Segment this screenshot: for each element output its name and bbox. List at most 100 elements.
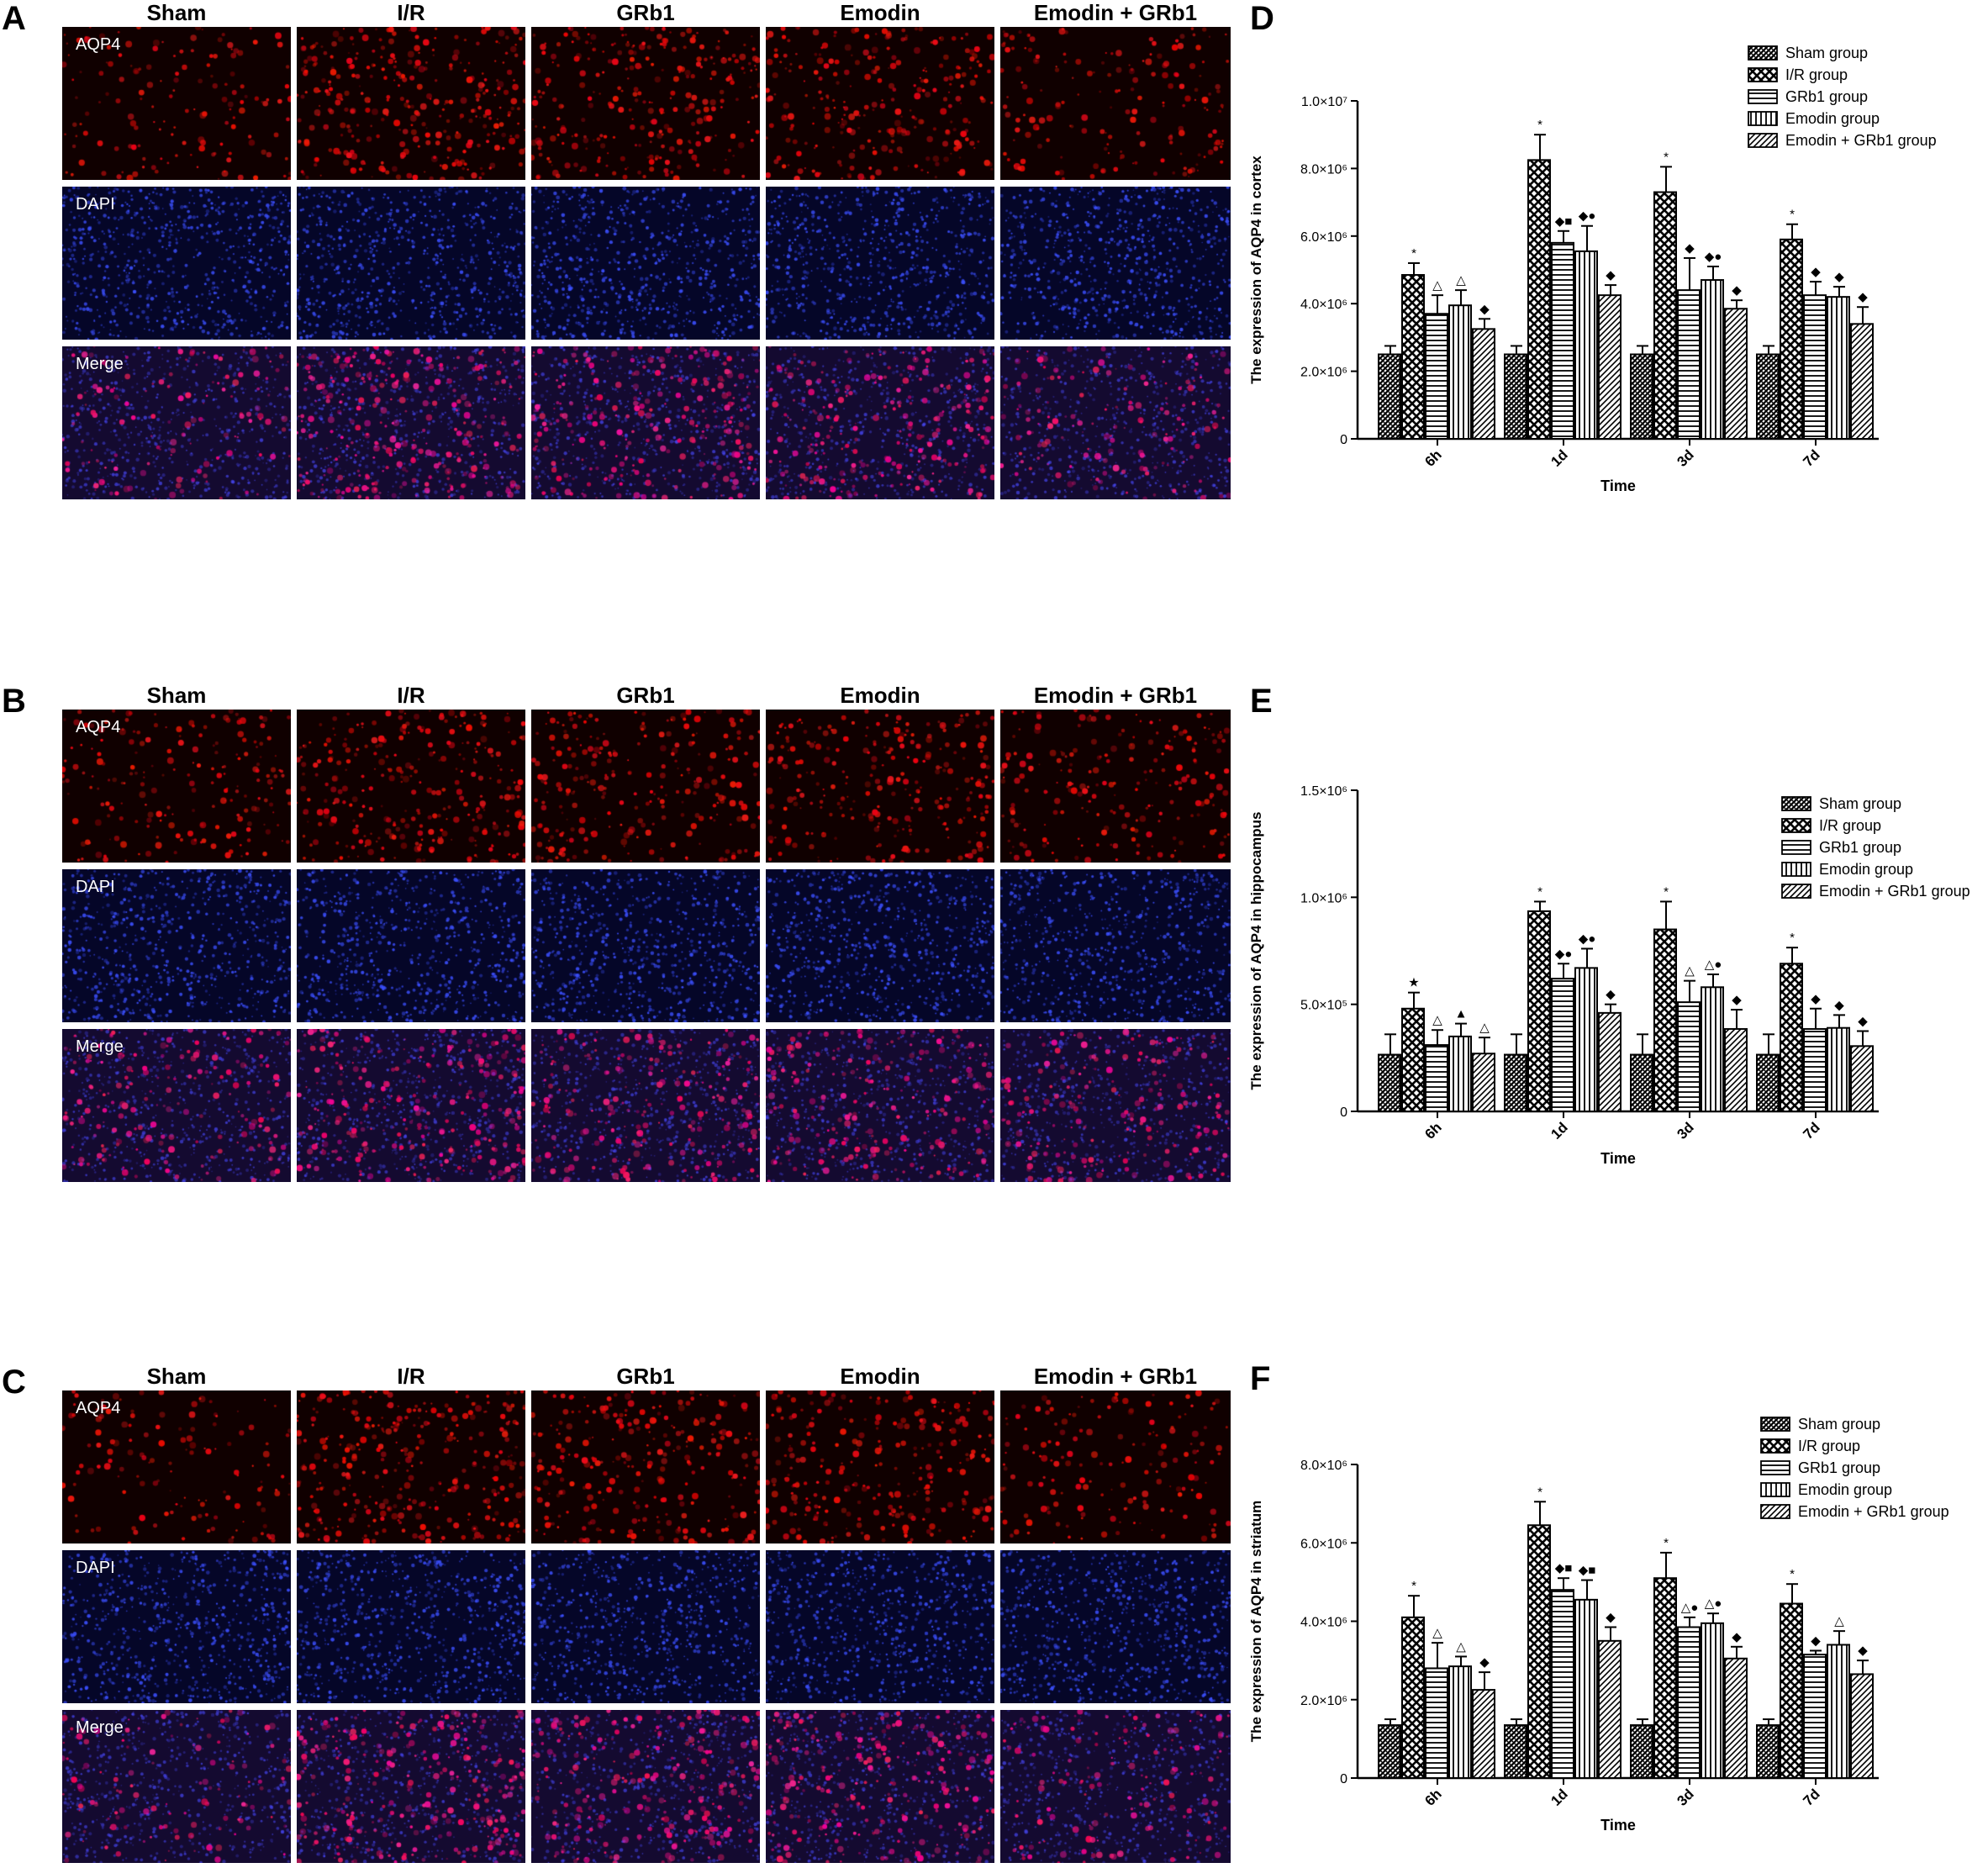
significance-mark: △● xyxy=(1681,1601,1699,1615)
x-tick-label: 1d xyxy=(1548,446,1570,469)
significance-mark: △ xyxy=(1479,1021,1490,1035)
significance-mark: △ xyxy=(1432,1013,1442,1027)
legend-swatch xyxy=(1781,862,1811,877)
bar xyxy=(1504,1724,1527,1779)
column-header-emodin-grb1: Emodin + GRb1 xyxy=(1033,1364,1198,1389)
micrograph-aqp4-emodin xyxy=(766,1390,994,1543)
x-axis-label: Time xyxy=(1600,478,1636,494)
bar xyxy=(1527,1524,1551,1780)
legend-swatch xyxy=(1781,796,1811,811)
micrograph-aqp4-emodin xyxy=(766,710,994,863)
micrograph-merge-sham xyxy=(62,1029,291,1182)
micrograph-merge-emodin-grb1 xyxy=(1000,1710,1231,1863)
micrograph-panel-c: Sham I/R GRb1 Emodin Emodin + GRb1 AQP4 … xyxy=(62,1364,1231,1864)
column-header-emodin: Emodin xyxy=(840,0,920,25)
significance-mark: * xyxy=(1411,1579,1416,1593)
significance-mark: * xyxy=(1790,1567,1795,1581)
significance-mark: △ xyxy=(1432,278,1442,293)
micrograph-dapi-emodin xyxy=(766,187,994,340)
bar xyxy=(1425,1667,1448,1780)
micrograph-dapi-emodin xyxy=(766,869,994,1022)
micrograph-dapi-ir xyxy=(297,1550,525,1703)
y-tick-label: 1.5×10⁶ xyxy=(1300,784,1347,799)
bar xyxy=(1574,250,1598,440)
bar xyxy=(1472,1689,1495,1779)
bar xyxy=(1551,241,1574,440)
bar xyxy=(1598,1011,1622,1112)
bar xyxy=(1504,1053,1527,1112)
y-tick-label: 5.0×10⁵ xyxy=(1300,999,1347,1013)
bar xyxy=(1850,1045,1874,1112)
column-header-emodin: Emodin xyxy=(840,1364,920,1389)
significance-mark: ◆ xyxy=(1858,290,1868,304)
legend-swatch xyxy=(1760,1482,1790,1497)
bar xyxy=(1551,1589,1574,1779)
panel-letter-d: D xyxy=(1250,0,1274,37)
micrograph-merge-ir xyxy=(297,1710,525,1863)
bar xyxy=(1724,1657,1748,1780)
bar xyxy=(1677,289,1701,440)
legend-label: I/R group xyxy=(1785,66,1848,83)
micrograph-aqp4-sham xyxy=(62,27,291,180)
row-label-merge: Merge xyxy=(76,1718,124,1737)
bar-chart-hippocampus: 0 5.0×10⁵ 1.0×10⁶ 1.5×10⁶ The expression of … xyxy=(1248,784,1970,1167)
significance-mark: △ xyxy=(1456,1639,1466,1654)
legend-label: Emodin + GRb1 group xyxy=(1785,132,1937,149)
bar xyxy=(1448,304,1472,440)
bar xyxy=(1630,1053,1653,1112)
bar xyxy=(1756,1724,1780,1779)
y-tick-label: 6.0×10⁶ xyxy=(1300,1537,1347,1551)
bar xyxy=(1574,967,1598,1112)
y-axis-label: The expression of AQP4 in striatum xyxy=(1248,1501,1264,1743)
micrograph-dapi-ir xyxy=(297,187,525,340)
legend-swatch xyxy=(1781,884,1811,899)
bar xyxy=(1425,313,1448,441)
bar-chart-striatum: 0 2.0×10⁶ 4.0×10⁶ 6.0×10⁶ 8.0×10⁶ The express… xyxy=(1248,1416,1949,1834)
micrograph-dapi-emodin xyxy=(766,1550,994,1703)
micrograph-dapi-grb1 xyxy=(531,187,760,340)
legend-swatch xyxy=(1760,1417,1790,1432)
x-tick-label: 3d xyxy=(1674,1119,1696,1142)
bar-chart-cortex: 0 2.0×10⁶ 4.0×10⁶ 6.0×10⁶ 8.0×10⁶ 1.0×10⁷ The … xyxy=(1248,45,1937,494)
bar xyxy=(1827,296,1850,440)
y-tick-label: 6.0×10⁶ xyxy=(1300,230,1347,245)
significance-mark: △ xyxy=(1834,1614,1844,1628)
significance-mark: ◆ xyxy=(1685,241,1695,256)
micrograph-panel-a: Sham I/R GRb1 Emodin Emodin + GRb1 AQP4 … xyxy=(62,0,1231,500)
x-tick-label: 7d xyxy=(1800,1786,1822,1808)
column-header-sham: Sham xyxy=(146,683,207,708)
micrograph-aqp4-sham xyxy=(62,1390,291,1543)
significance-mark: ◆ xyxy=(1858,1644,1868,1658)
micrograph-dapi-grb1 xyxy=(531,1550,760,1703)
bar xyxy=(1827,1644,1850,1779)
y-tick-label: 8.0×10⁶ xyxy=(1300,162,1347,177)
column-header-grb1: GRb1 xyxy=(616,1364,675,1389)
row-label-aqp4: AQP4 xyxy=(76,35,121,54)
legend-label: Emodin group xyxy=(1819,861,1913,878)
bar xyxy=(1701,986,1724,1112)
row-label-aqp4: AQP4 xyxy=(76,1399,121,1417)
row-label-merge: Merge xyxy=(76,1037,124,1056)
panel-letter-b: B xyxy=(2,683,26,720)
bar xyxy=(1724,1027,1748,1113)
significance-mark: ▲ xyxy=(1455,1007,1468,1021)
legend-swatch xyxy=(1760,1438,1790,1454)
y-axis-label: The expression of AQP4 in cortex xyxy=(1248,156,1264,384)
significance-mark: ◆● xyxy=(1579,209,1596,224)
significance-mark: * xyxy=(1790,208,1795,222)
significance-mark: ◆ xyxy=(1834,998,1844,1012)
micrograph-merge-emodin xyxy=(766,1029,994,1182)
significance-mark: ◆ xyxy=(1811,992,1821,1006)
bar xyxy=(1378,1053,1401,1112)
x-tick-label: 3d xyxy=(1674,1786,1696,1808)
significance-mark: △ xyxy=(1456,273,1466,288)
bar xyxy=(1448,1665,1472,1779)
micrograph-merge-sham xyxy=(62,346,291,499)
y-tick-label: 8.0×10⁶ xyxy=(1300,1459,1347,1473)
legend-label: I/R group xyxy=(1798,1438,1860,1454)
column-header-ir: I/R xyxy=(397,0,425,25)
significance-mark: △● xyxy=(1705,958,1722,972)
significance-mark: ◆ xyxy=(1479,1655,1490,1670)
bar xyxy=(1653,191,1677,440)
x-tick-label: 6h xyxy=(1421,1786,1444,1808)
